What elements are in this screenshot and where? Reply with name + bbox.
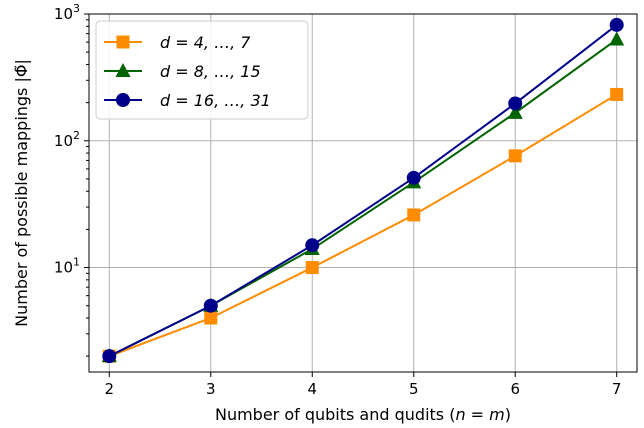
data-point-0-1 [204, 311, 218, 325]
data-point-1-5 [609, 31, 625, 46]
y-tick-label-2: 103 [54, 2, 80, 23]
data-point-2-4 [508, 96, 523, 111]
data-point-2-5 [609, 17, 624, 32]
data-point-0-3 [407, 208, 421, 222]
series-line-0 [108, 93, 618, 358]
legend-marker-2 [116, 93, 130, 107]
legend-marker-0 [116, 35, 130, 49]
data-point-0-5 [610, 87, 624, 101]
series-layer [101, 17, 625, 364]
data-point-2-1 [203, 298, 218, 313]
series-2 [102, 17, 624, 364]
data-point-0-4 [508, 149, 522, 163]
x-tick-label-3: 5 [409, 380, 419, 398]
legend-marker-1 [115, 63, 131, 77]
plot-area-frame [88, 13, 638, 373]
x-tick-label-0: 2 [105, 380, 115, 398]
x-tick-label-4: 6 [510, 380, 520, 398]
legend-box [95, 20, 309, 120]
y-axis-label: Number of possible mappings |Φ̃| [12, 59, 31, 327]
x-tick-label-5: 7 [612, 380, 622, 398]
legend-label-2: d = 16, …, 31 [160, 91, 271, 110]
axis-ticks: 2 3 4 5 6 7 101 102 103 [54, 2, 622, 398]
series-line-2 [108, 24, 618, 358]
x-axis-label: Number of qubits and qudits (n = m) [215, 405, 511, 424]
y-tick-label-0: 101 [54, 256, 80, 277]
data-point-2-0 [102, 349, 117, 364]
legend-label-1: d = 8, …, 15 [160, 62, 261, 81]
x-tick-label-1: 3 [206, 380, 216, 398]
data-point-1-4 [507, 104, 523, 119]
data-point-2-2 [305, 238, 320, 253]
data-point-0-2 [305, 261, 319, 275]
legend-label-0: d = 4, …, 7 [160, 33, 251, 52]
data-point-2-3 [406, 170, 421, 185]
legend: d = 4, …, 7 d = 8, …, 15 d = 16, …, 31 [95, 20, 309, 120]
y-tick-label-1: 102 [54, 129, 80, 150]
x-tick-label-2: 4 [307, 380, 317, 398]
